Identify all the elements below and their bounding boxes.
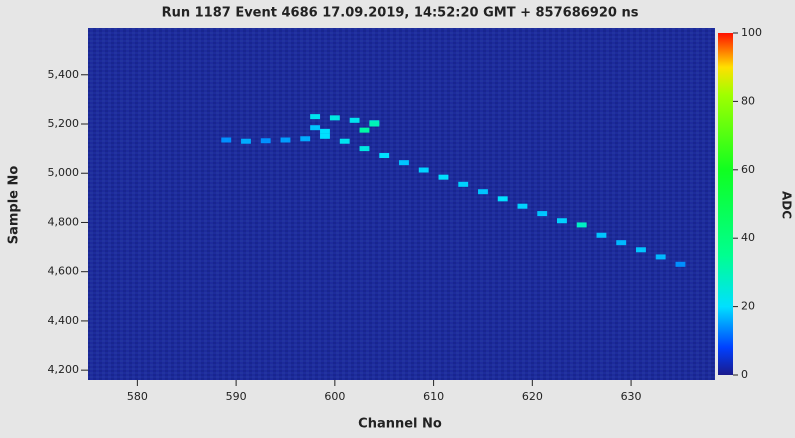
track-cell <box>369 122 379 127</box>
track-cell <box>261 138 271 143</box>
track-cell <box>636 247 646 252</box>
track-cell <box>379 153 389 158</box>
track-cell <box>439 175 449 180</box>
chart: Run 1187 Event 4686 17.09.2019, 14:52:20… <box>0 0 795 438</box>
track-cell <box>330 115 340 120</box>
x-tick-label: 590 <box>226 390 247 403</box>
track-cell <box>281 138 291 143</box>
x-tick-label: 630 <box>621 390 642 403</box>
x-tick-label: 610 <box>423 390 444 403</box>
plot-area <box>88 28 715 380</box>
track-cell <box>676 262 686 267</box>
colorbar-tick-label: 80 <box>741 94 755 107</box>
y-tick-label: 4,600 <box>48 265 80 278</box>
track-cell <box>478 189 488 194</box>
track-cell <box>221 138 231 143</box>
x-axis-label: Channel No <box>358 417 442 432</box>
track-cell <box>360 128 370 133</box>
colorbar-tick-label: 20 <box>741 300 755 313</box>
x-tick-label: 580 <box>127 390 148 403</box>
colorbar <box>718 33 733 375</box>
track-cell <box>300 136 310 141</box>
track-cell <box>518 204 528 209</box>
track-cell <box>458 182 468 187</box>
x-tick-label: 620 <box>522 390 543 403</box>
colorbar-tick-label: 60 <box>741 163 755 176</box>
y-axis-label: Sample No <box>7 166 22 245</box>
track-cell <box>577 222 587 227</box>
colorbar-tick-label: 0 <box>741 368 748 381</box>
track-cell <box>537 211 547 216</box>
x-tick-label: 600 <box>324 390 345 403</box>
track-cell <box>656 254 666 259</box>
y-tick-label: 4,200 <box>48 363 80 376</box>
track-cell <box>557 218 567 223</box>
y-tick-label: 4,400 <box>48 314 80 327</box>
track-cell <box>498 196 508 201</box>
track-cell <box>310 114 320 119</box>
track-cell <box>616 240 626 245</box>
track-cell <box>419 168 429 173</box>
colorbar-label: ADC <box>780 191 794 219</box>
track-cell <box>350 118 360 123</box>
y-tick-label: 5,200 <box>48 117 80 130</box>
track-cell <box>399 160 409 165</box>
y-tick-label: 5,000 <box>48 166 80 179</box>
y-tick-label: 5,400 <box>48 68 80 81</box>
track-cell <box>320 129 330 134</box>
track-cell <box>320 134 330 139</box>
y-tick-label: 4,800 <box>48 215 80 228</box>
track-cell <box>360 146 370 151</box>
colorbar-tick-label: 100 <box>741 26 762 39</box>
track-cell <box>340 139 350 144</box>
chart-title: Run 1187 Event 4686 17.09.2019, 14:52:20… <box>162 6 639 21</box>
track-cell <box>597 233 607 238</box>
track-cell <box>241 139 251 144</box>
colorbar-tick-label: 40 <box>741 231 755 244</box>
track-cell <box>310 125 320 130</box>
